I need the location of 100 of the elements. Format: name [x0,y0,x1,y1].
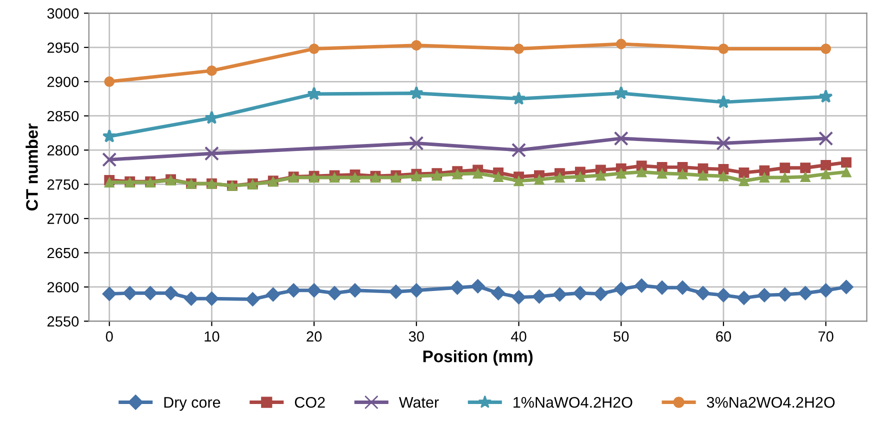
point [327,286,342,300]
legend-label: Water [398,397,439,408]
point [820,160,832,170]
y-tick-label: 2800 [47,145,79,156]
y-axis-title: CT number [26,123,38,210]
point [798,286,813,300]
point [102,152,117,167]
legend-label: Dry core [164,397,220,411]
point [491,286,506,300]
point [759,165,770,176]
y-tick-label: 2600 [47,282,79,292]
point [818,131,834,146]
point [514,176,524,186]
point [716,288,731,302]
x-tick-label: 30 [408,331,424,342]
point [757,288,772,302]
point [656,168,668,179]
point [308,44,320,54]
point [452,168,463,180]
y-tick-label: 2750 [47,179,79,190]
point [636,166,647,178]
point [143,286,158,300]
point [266,287,280,302]
point [614,131,628,146]
point [245,292,260,307]
y-tick-label: 3000 [47,8,79,19]
point [554,172,565,183]
point [614,282,628,296]
x-axis-title: Position (mm) [423,350,533,366]
point [122,286,138,300]
point [102,129,116,142]
y-tick-label: 2650 [47,248,79,258]
point [350,172,360,183]
point [388,284,404,299]
x-tick-label: 0 [106,331,113,342]
legend-label: CO2 [294,396,325,408]
point [514,44,524,54]
point [102,286,117,302]
point [677,168,688,180]
point [841,166,852,178]
x-tick-label: 60 [716,331,732,342]
point [512,290,526,304]
point [780,162,790,174]
y-tick-label: 2550 [47,316,79,327]
point [738,176,750,186]
point [286,283,301,298]
point [595,170,606,181]
point [778,287,792,302]
point [574,172,586,182]
point [841,157,852,168]
point [759,172,770,183]
point [718,44,729,54]
point [675,280,690,295]
point [512,91,526,105]
point [532,289,546,304]
point [411,40,422,51]
point [204,291,219,306]
point [634,278,649,293]
point [307,86,322,100]
point [820,168,832,180]
point [552,287,567,302]
point [184,291,198,306]
y-tick-label: 2900 [47,76,79,88]
x-tick-label: 50 [614,331,629,342]
point [472,168,484,179]
point [716,136,731,151]
point [593,286,608,302]
x-tick-label: 70 [818,331,834,342]
point [698,170,708,181]
legend-label: 1%NaWO4.2H2O [514,396,632,408]
point [736,290,752,306]
y-tick-label: 2950 [47,42,79,53]
point [818,89,833,103]
point [204,146,220,161]
point [104,76,115,87]
point [511,142,526,158]
point [718,170,729,182]
point [738,167,750,178]
legend-label: 3%Na2WO4.2H2O [706,396,835,408]
x-tick-label: 10 [204,331,220,342]
point [409,86,424,100]
point [800,172,811,182]
point [348,283,362,298]
point [164,286,178,300]
point [409,136,424,151]
point [696,286,710,300]
x-tick-label: 40 [511,331,526,342]
point [206,65,217,76]
point [818,283,834,298]
point [409,283,424,298]
y-tick-label: 2850 [47,110,79,122]
point [820,44,832,54]
y-tick-label: 2700 [47,214,79,224]
point [572,286,588,300]
x-tick-label: 20 [306,331,322,342]
point [800,162,811,174]
point [306,283,322,298]
point [780,172,790,183]
point [616,168,626,179]
point [839,280,854,294]
